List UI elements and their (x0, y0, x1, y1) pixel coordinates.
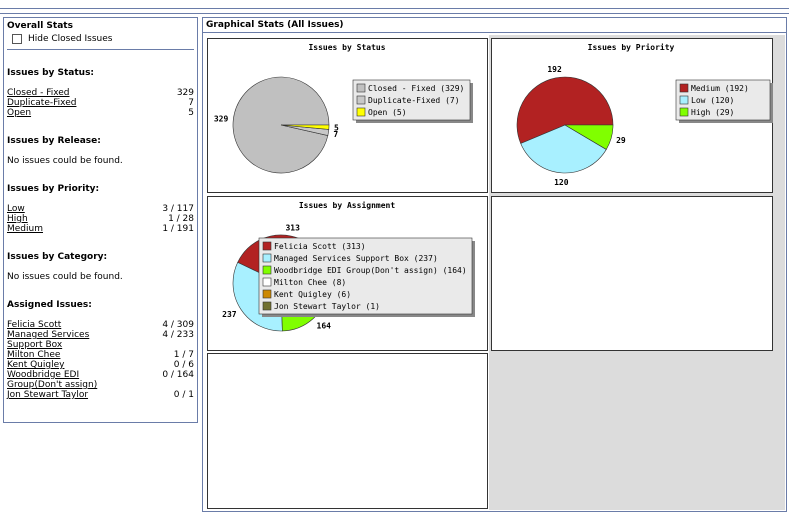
legend-swatch (262, 289, 272, 299)
slice-label: 192 (547, 65, 562, 74)
legend-swatch (356, 83, 366, 93)
top-line (0, 8, 789, 9)
legend-swatch (262, 253, 272, 263)
row-link[interactable]: Medium (7, 224, 43, 234)
slice-label: 29 (616, 136, 626, 145)
row-link[interactable]: Woodbridge EDI Group(Don't assign) (7, 370, 98, 390)
row: Low 3 / 117 (7, 204, 194, 214)
section-heading: Issues by Priority: (7, 184, 100, 194)
row-value: 0 / 6 (173, 360, 194, 370)
row: Jon Stewart Taylor 0 / 1 (7, 390, 194, 400)
row: Milton Chee 1 / 7 (7, 350, 194, 360)
row-link[interactable]: Low (7, 204, 25, 214)
legend-label: Kent Quigley (6) (274, 290, 351, 299)
row-link[interactable]: Jon Stewart Taylor (7, 390, 89, 400)
legend-swatch (679, 95, 689, 105)
pie-slice (563, 124, 614, 150)
main-panel: Graphical Stats (All Issues) (202, 17, 787, 512)
row-value: 329 (176, 88, 194, 98)
row: Closed - Fixed 329 (7, 88, 194, 98)
legend (258, 237, 473, 315)
row-link[interactable]: Felicia Scott (7, 320, 62, 330)
slice-label: 120 (554, 178, 569, 187)
slice-label: 7 (333, 130, 338, 139)
checkbox[interactable] (12, 34, 22, 44)
pie-slice (280, 124, 330, 130)
checkbox-label[interactable]: Hide Closed Issues (28, 34, 113, 44)
row: Felicia Scott 4 / 309 (7, 320, 194, 330)
row-value: 1 / 7 (173, 350, 194, 360)
legend (352, 79, 471, 121)
legend-label: Woodbridge EDI Group(Don't assign) (164) (274, 266, 467, 275)
row-value: 5 (188, 108, 194, 118)
legend-label: Milton Chee (8) (274, 278, 346, 287)
row-link[interactable]: High (7, 214, 28, 224)
legend-label: Medium (192) (691, 84, 749, 93)
message: No issues could be found. (7, 156, 123, 166)
section-heading: Issues by Status: (7, 68, 95, 78)
slice-label: 5 (334, 124, 339, 133)
section-heading: Issues by Release: (7, 136, 101, 146)
chart-title: Issues by Assignment (299, 200, 396, 210)
slice-label: 237 (222, 310, 237, 319)
row-value: 0 / 1 (173, 390, 194, 400)
legend-swatch (262, 301, 272, 311)
legend-swatch (262, 265, 272, 275)
row-value: 7 (188, 98, 194, 108)
chart-title: Issues by Status (308, 43, 385, 52)
legend-label: Open (5) (368, 108, 407, 117)
section-heading: Issues by Category: (7, 252, 108, 262)
slice-label: 313 (285, 223, 300, 232)
pie-slice (516, 76, 614, 144)
legend-label: Low (120) (691, 96, 734, 105)
row-link[interactable]: Closed - Fixed (7, 88, 70, 98)
section-heading: Assigned Issues: (7, 300, 92, 310)
top-line (0, 13, 789, 14)
row: Open 5 (7, 108, 194, 118)
row-value: 4 / 309 (162, 320, 194, 330)
legend-swatch (356, 107, 366, 117)
row-link[interactable]: Duplicate-Fixed (7, 98, 77, 108)
chart-box (207, 353, 488, 509)
row-value: 1 / 191 (162, 224, 194, 234)
legend-label: Managed Services Support Box (237) (274, 254, 438, 263)
legend-label: Jon Stewart Taylor (1) (274, 302, 380, 311)
chart-title: Issues by Priority (588, 42, 675, 52)
row-link[interactable]: Kent Quigley (7, 360, 65, 370)
legend-label: Felicia Scott (313) (274, 242, 366, 251)
legend-label: Duplicate-Fixed (7) (368, 96, 460, 105)
row-value: 4 / 233 (162, 330, 194, 340)
row: High 1 / 28 (7, 214, 194, 224)
legend-label: Closed - Fixed (329) (368, 84, 464, 93)
main-title: Graphical Stats (All Issues) (203, 18, 786, 33)
message: No issues could be found. (7, 272, 123, 282)
sidebar: Overall Stats Hide Closed Issues Issues … (3, 17, 198, 423)
row: Duplicate-Fixed 7 (7, 98, 194, 108)
sidebar-title: Overall Stats (7, 21, 73, 31)
slice-label: 164 (317, 321, 332, 330)
row: Kent Quigley 0 / 6 (7, 360, 194, 370)
slice-label: 329 (214, 115, 229, 124)
row-value: 1 / 28 (168, 214, 194, 224)
legend-swatch (262, 277, 272, 287)
row-link[interactable]: Managed Services Support Box (7, 330, 90, 350)
legend-label: High (29) (691, 108, 734, 117)
legend-swatch (262, 241, 272, 251)
row-link[interactable]: Open (7, 108, 32, 118)
legend (675, 79, 771, 121)
row: Woodbridge EDI Group(Don't assign) 0 / 16… (7, 370, 194, 390)
row: Medium 1 / 191 (7, 224, 194, 234)
row: Managed Services Support Box 4 / 233 (7, 330, 194, 350)
chart-box (491, 196, 773, 351)
row-link[interactable]: Milton Chee (7, 350, 61, 360)
legend-swatch (356, 95, 366, 105)
row-value: 0 / 164 (162, 370, 194, 380)
sections: Issues by Status: Closed - Fixed 329 Duplic… (7, 68, 194, 400)
legend-swatch (679, 83, 689, 93)
legend-swatch (679, 107, 689, 117)
row-value: 3 / 117 (162, 204, 194, 214)
